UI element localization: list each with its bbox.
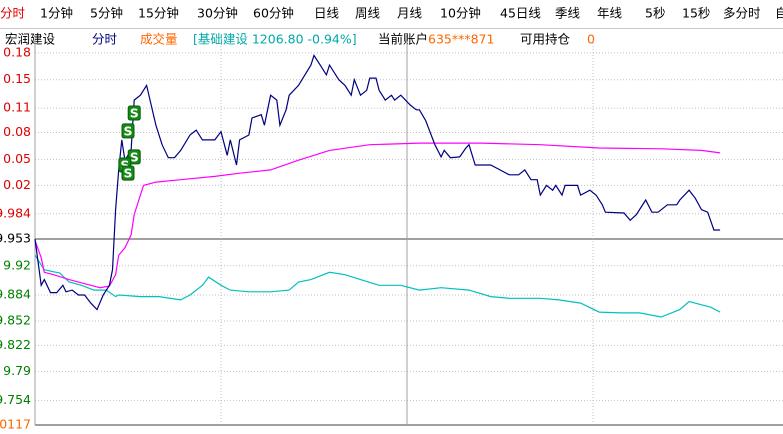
volume-label: 0117 [0,417,31,432]
toolbar-tab[interactable]: 45日线 [500,6,541,21]
header-item: 可用持仓 [520,32,571,47]
toolbar-tab[interactable]: 年线 [597,6,623,21]
y-tick-label: 0.05 [3,151,31,166]
y-tick-label: 0.02 [3,177,31,192]
y-tick-label: 0.18 [3,44,31,59]
y-tick-label: 0.15 [3,71,31,86]
toolbar-tab[interactable]: 日线 [314,6,340,21]
signal-marker [127,105,141,121]
series-line [34,142,721,289]
series-line [34,54,721,311]
toolbar-tab[interactable]: 5分钟 [90,6,123,21]
signal-label: S [123,123,132,138]
toolbar-tab[interactable]: 1分钟 [40,6,73,21]
toolbar-tab[interactable]: 10分钟 [440,6,481,21]
y-tick-label: 9.754 [0,392,31,407]
signal-marker [121,123,135,139]
toolbar-tab[interactable]: 5秒 [645,6,665,21]
signal-marker [121,165,135,181]
toolbar-tab[interactable]: 15秒 [682,6,710,21]
toolbar-tab[interactable]: 月线 [397,6,423,21]
header-item: 当前账户 [378,32,428,47]
y-tick-label: 9.92 [3,257,31,272]
toolbar-tab[interactable]: 30分钟 [197,6,238,21]
y-tick-label: 0.11 [3,100,31,115]
header-item: 0 [587,32,595,47]
y-tick-label: 9.953 [0,230,31,245]
toolbar-tab[interactable]: 多分时 [723,6,761,21]
signal-label: S [130,106,139,121]
toolbar-tab[interactable]: 周线 [355,6,381,21]
y-tick-label: 9.884 [0,287,31,302]
header-item: [基础建设 1206.80 -0.94%] [193,32,357,47]
y-tick-label: 0.08 [3,124,31,139]
y-tick-label: 9.852 [0,313,31,328]
toolbar-tab[interactable]: 自 [775,6,783,21]
toolbar-tab[interactable]: 分时 [0,6,26,21]
header-item: 分时 [92,32,118,47]
header-item: 635***871 [428,32,494,47]
header-item: 成交量 [140,32,178,47]
toolbar-tab[interactable]: 15分钟 [138,6,179,21]
header-item: 宏润建设 [5,32,56,47]
series-line [34,254,721,318]
y-tick-label: 9.822 [0,337,31,352]
toolbar-tab[interactable]: 60分钟 [253,6,294,21]
signal-label: S [130,149,139,164]
y-tick-label: 9.984 [0,205,31,220]
signal-label: S [123,166,132,181]
signal-label: S [120,158,129,173]
toolbar-tab[interactable]: 季线 [555,6,581,21]
y-tick-label: 9.79 [3,363,31,378]
